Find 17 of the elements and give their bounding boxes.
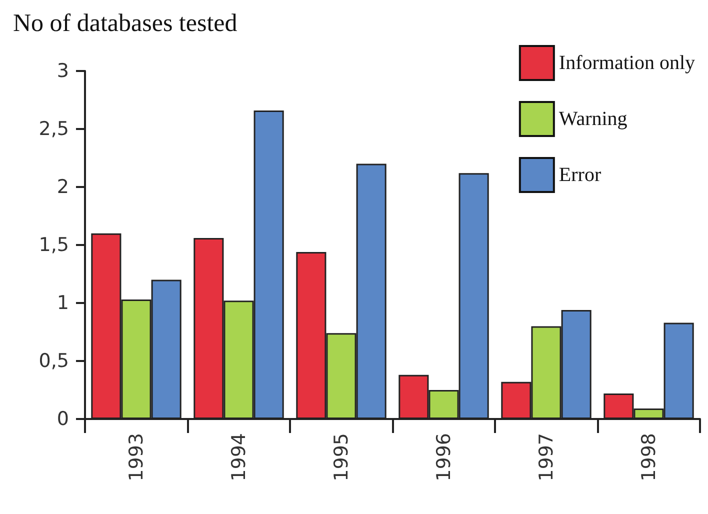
y-tick-label: 0	[56, 408, 69, 430]
x-tick-label: 1998	[638, 433, 660, 482]
y-tick-label: 0,5	[38, 350, 69, 372]
y-tick-label: 2,5	[38, 118, 69, 140]
legend-label: Information only	[558, 52, 696, 74]
chart-title: No of databases tested	[13, 10, 238, 37]
y-tick-label: 3	[56, 60, 69, 82]
x-tick-label: 1994	[228, 433, 250, 482]
x-tick-label: 1995	[330, 433, 352, 482]
legend-label: Warning	[558, 108, 628, 130]
legend-label: Error	[558, 164, 602, 186]
x-tick-label: 1996	[432, 433, 455, 482]
x-tick-label: 1997	[535, 433, 558, 482]
y-tick-label: 2	[56, 176, 69, 198]
x-tick-label: 1993	[125, 433, 148, 482]
y-tick-label: 1,5	[38, 234, 69, 256]
y-tick-label: 1	[56, 292, 69, 314]
